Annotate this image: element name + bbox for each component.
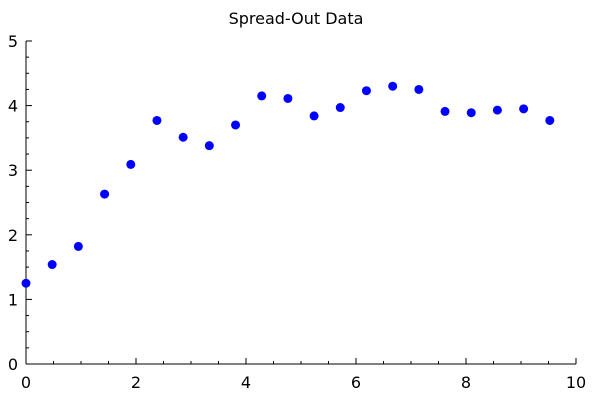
data-point: [309, 111, 319, 121]
data-point: [283, 93, 293, 103]
x-tick-label: 6: [351, 373, 361, 392]
data-point: [21, 278, 31, 288]
data-point: [361, 86, 371, 96]
y-tick-label: 4: [8, 97, 18, 116]
y-tick-label: 2: [8, 226, 18, 245]
x-tick-label: 8: [461, 373, 471, 392]
x-tick-label: 0: [21, 373, 31, 392]
data-point: [47, 260, 57, 270]
x-tick-label: 4: [241, 373, 251, 392]
data-point: [492, 105, 502, 115]
data-point: [231, 120, 241, 130]
data-point: [73, 241, 83, 251]
data-points: [21, 81, 555, 288]
y-tick-label: 1: [8, 290, 18, 309]
data-point: [388, 81, 398, 91]
data-point: [204, 141, 214, 151]
y-tick-label: 3: [8, 161, 18, 180]
data-point: [178, 132, 188, 142]
chart-title: Spread-Out Data: [229, 9, 364, 28]
y-tick-label: 5: [8, 32, 18, 51]
data-point: [257, 91, 267, 101]
data-point: [519, 104, 529, 114]
data-point: [440, 106, 450, 116]
y-tick-label: 0: [8, 355, 18, 374]
data-point: [152, 115, 162, 125]
data-point: [545, 115, 555, 125]
x-tick-label: 10: [566, 373, 586, 392]
data-point: [100, 189, 110, 199]
data-point: [466, 108, 476, 118]
data-point: [414, 84, 424, 94]
data-point: [126, 159, 136, 169]
data-point: [335, 103, 345, 113]
axes: 0 2 4 6 8 10 0 1 2 3 4 5: [8, 32, 586, 392]
x-tick-label: 2: [131, 373, 141, 392]
